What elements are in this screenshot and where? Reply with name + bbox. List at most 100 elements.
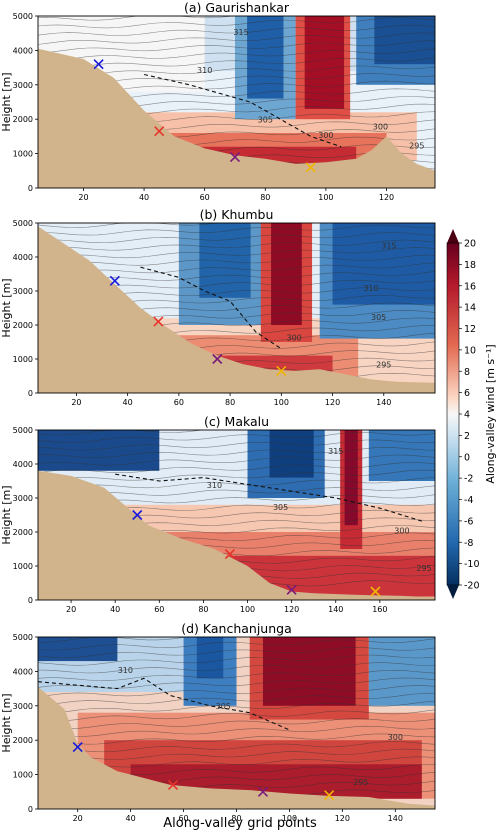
y-tick-label: 1000	[13, 355, 33, 364]
isentrope-line	[38, 232, 435, 244]
colorbar-tick-label: -20	[464, 581, 480, 592]
isentrope-line	[38, 462, 435, 474]
x-tick-label: 80	[198, 605, 208, 614]
y-tick-label: 1000	[13, 150, 33, 159]
colorbar-tick-label: -8	[464, 538, 473, 549]
wind-field: 310 305 300 295	[38, 637, 435, 809]
wind-band	[344, 430, 358, 526]
panel-title: (c) Makalu	[204, 414, 269, 429]
x-tick-label: 140	[376, 398, 391, 407]
marker-blue	[109, 275, 120, 286]
isentrope-label: 315	[381, 242, 396, 251]
colorbar-tick-label: 18	[464, 260, 476, 271]
x-tick-label: 60	[178, 814, 188, 823]
y-tick-label: 0	[28, 389, 33, 398]
dashed-line	[115, 473, 425, 523]
colorbar-tick-label: 10	[464, 345, 476, 356]
colorbar-tick-label: 20	[464, 239, 476, 250]
panel-4: 310 305 300 295 (d) Kanchanjunga 20 40 60 80 100 1…	[0, 621, 436, 823]
panel-title: (b) Khumbu	[200, 207, 274, 222]
isentrope-line	[38, 439, 435, 451]
isentrope-label: 315	[233, 28, 248, 37]
isentrope-label: 305	[273, 503, 288, 512]
wind-field: 315 310 305 300 295	[38, 430, 435, 600]
marker-red	[224, 549, 235, 560]
marker-yellow	[305, 162, 316, 173]
x-tick-label: 140	[388, 814, 403, 823]
isentrope-line	[38, 247, 435, 259]
x-tick-label: 60	[200, 193, 210, 202]
y-tick-label: 5000	[13, 633, 33, 642]
isentrope-line	[38, 638, 435, 651]
y-tick-label: 2000	[13, 115, 33, 124]
x-tick-label: 40	[123, 398, 133, 407]
isentrope-line	[38, 48, 435, 62]
plot-frame	[37, 15, 436, 189]
marker-blue	[132, 509, 143, 521]
marker-yellow	[276, 365, 287, 376]
isentrope-line	[38, 262, 435, 276]
isentrope-line	[38, 647, 435, 659]
colorbar-min-extend	[447, 585, 459, 599]
y-tick-label: 0	[28, 184, 33, 193]
wind-band	[368, 430, 435, 481]
wind-band	[332, 223, 435, 305]
isentrope-label: 310	[118, 666, 133, 675]
marker-yellow	[324, 790, 335, 801]
wind-band	[271, 223, 302, 325]
x-tick-label: 120	[379, 193, 394, 202]
isentrope-line	[38, 654, 435, 666]
y-tick-label: 5000	[13, 219, 33, 228]
x-tick-label: 60	[174, 398, 184, 407]
isentrope-label: 305	[216, 702, 231, 711]
marker-blue	[72, 742, 83, 753]
isentrope-line	[38, 447, 435, 458]
isentrope-line	[38, 24, 435, 36]
colorbar-tick-label: -6	[464, 516, 473, 527]
isentrope-line	[38, 669, 435, 681]
wind-band	[304, 16, 345, 109]
plot-frame	[37, 222, 436, 394]
x-tick-label: 80	[231, 814, 241, 823]
colorbar-max-extend	[447, 229, 459, 243]
marker-purple	[286, 584, 297, 595]
x-tick-label: 20	[71, 398, 81, 407]
y-axis-label: Height [m]	[0, 693, 13, 752]
y-tick-label: 5000	[13, 12, 33, 21]
y-tick-label: 3000	[13, 81, 33, 90]
marker-purple	[229, 151, 241, 163]
x-tick-label: 140	[328, 605, 343, 614]
wind-band	[199, 223, 251, 298]
plot-frame	[37, 429, 436, 601]
isentrope-line	[38, 725, 435, 737]
isentrope-line	[38, 748, 435, 760]
isentrope-line	[38, 57, 435, 69]
isentrope-label: 310	[363, 284, 378, 293]
isentrope-label: 300	[394, 527, 409, 536]
wind-field: 315 310 305 300 300 295	[38, 16, 435, 188]
isentrope-label: 305	[258, 116, 273, 125]
wind-band	[374, 16, 435, 65]
isentrope-label: 300	[318, 131, 333, 140]
isentrope-label: 300	[373, 123, 388, 132]
isentrope-line	[38, 700, 435, 714]
colorbar-tick-label: 6	[464, 388, 470, 399]
x-tick-label: 120	[335, 814, 350, 823]
y-axis-label: Height [m]	[0, 72, 13, 131]
marker-red	[167, 779, 179, 790]
isentrope-line	[38, 741, 435, 753]
x-tick-label: 120	[284, 605, 299, 614]
isentrope-label: 310	[207, 481, 222, 490]
y-tick-label: 3000	[13, 287, 33, 296]
colorbar-bar	[446, 242, 460, 586]
y-tick-label: 0	[28, 596, 33, 605]
y-axis-label: Height [m]	[0, 278, 13, 337]
x-tick-label: 80	[260, 193, 270, 202]
isentrope-line	[38, 254, 435, 268]
dashed-line	[140, 266, 282, 350]
colorbar-tick-label: 12	[464, 324, 476, 335]
colorbar-tick-label: 8	[464, 367, 470, 378]
y-tick-label: 1000	[13, 562, 33, 571]
y-tick-label: 2000	[13, 736, 33, 745]
